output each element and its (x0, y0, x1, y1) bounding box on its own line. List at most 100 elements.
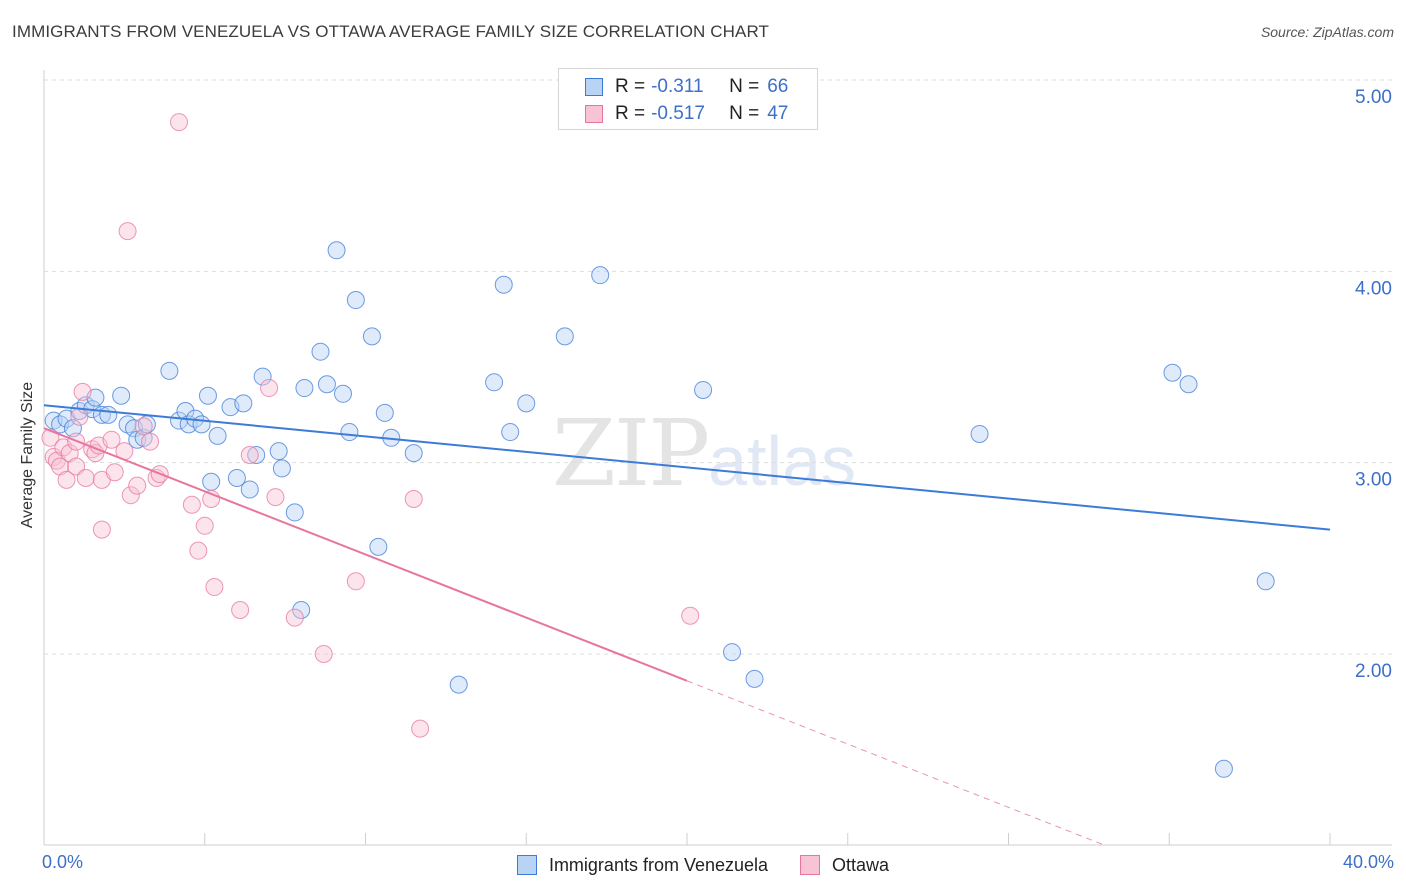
legend-r-label: R = (615, 103, 646, 124)
legend-swatch-pink (800, 855, 821, 875)
venezuela-point (112, 386, 131, 405)
ottawa-point (404, 490, 423, 509)
ottawa-point (314, 645, 333, 663)
ottawa-point (182, 495, 201, 514)
venezuela-point (745, 669, 764, 688)
ottawa-point (240, 446, 259, 465)
legend-r-label: R = (615, 76, 646, 97)
ottawa-point (195, 516, 214, 535)
ottawa-point (57, 470, 76, 489)
venezuela-point (333, 384, 352, 403)
venezuela-point (198, 386, 217, 405)
ottawa-point (346, 572, 365, 591)
legend-row-ottawa: R = -0.517 N = 47 (585, 103, 788, 125)
ottawa-point (70, 407, 89, 426)
ottawa-point (285, 608, 304, 627)
venezuela-point (247, 446, 266, 465)
venezuela-point (494, 275, 513, 294)
ottawa-point (105, 463, 124, 482)
venezuela-point (317, 375, 336, 394)
venezuela-point (253, 367, 272, 386)
ottawa-point (134, 417, 153, 436)
watermark-atlas: atlas (708, 422, 857, 500)
venezuela-point (160, 361, 179, 380)
source-label: Source: ZipAtlas.com (1260, 24, 1394, 40)
venezuela-point (234, 394, 253, 413)
venezuela-point (1179, 375, 1198, 394)
y-axis-label: Average Family Size (19, 381, 36, 529)
legend-swatch-blue (585, 78, 603, 96)
venezuela-trend-line (43, 404, 1331, 531)
legend-item-ottawa: Ottawa (800, 855, 889, 876)
watermark: ZIPatlas (552, 400, 856, 507)
ottawa-point (681, 606, 700, 625)
legend-row-venezuela: R = -0.311 N = 66 (585, 76, 788, 98)
ottawa-point (92, 520, 111, 539)
venezuela-point (311, 342, 330, 361)
venezuela-point (99, 405, 118, 424)
venezuela-point (404, 444, 423, 463)
legend-n-label: N = (729, 103, 760, 124)
y-tick-label: 2.00 (1355, 661, 1392, 682)
venezuela-point (346, 291, 365, 310)
venezuela-point (170, 411, 189, 430)
legend-item-venezuela: Immigrants from Venezuela (516, 854, 769, 876)
ottawa-point (205, 578, 224, 597)
venezuela-point (327, 241, 346, 260)
venezuela-point (292, 600, 311, 619)
venezuela-point (340, 423, 359, 442)
y-tick-label: 4.00 (1355, 278, 1392, 299)
venezuela-point (375, 403, 394, 422)
ottawa-point (121, 486, 140, 505)
venezuela-point (501, 423, 520, 442)
y-tick-label: 3.00 (1355, 470, 1392, 491)
venezuela-point (192, 415, 211, 434)
ottawa-point (189, 541, 208, 560)
ottawa-point (73, 382, 92, 401)
ottawa-point (170, 113, 189, 132)
venezuela-point (208, 426, 227, 445)
venezuela-point (285, 503, 304, 522)
ottawa-point (141, 432, 160, 451)
venezuela-point (517, 394, 536, 413)
venezuela-point (202, 472, 221, 491)
legend-n-label: N = (729, 76, 760, 97)
ottawa-trend-extrapolation (686, 680, 1106, 846)
venezuela-point (369, 537, 388, 556)
ottawa-point (102, 430, 121, 449)
x-tick-label-min: 0.0% (42, 852, 84, 872)
ottawa-point (266, 488, 285, 507)
venezuela-point (1214, 759, 1233, 778)
venezuela-point (269, 442, 288, 461)
venezuela-point (694, 380, 713, 399)
venezuela-point (723, 643, 742, 662)
legend-n-value: 47 (767, 103, 789, 124)
ottawa-point (231, 600, 250, 619)
ottawa-point (67, 457, 86, 476)
legend-label: Immigrants from Venezuela (548, 854, 769, 875)
venezuela-point (227, 468, 246, 487)
watermark-zip: ZIP (552, 400, 710, 507)
chart-title: IMMIGRANTS FROM VENEZUELA VS OTTAWA AVER… (12, 22, 769, 41)
ottawa-point (260, 379, 279, 398)
ottawa-point (118, 222, 137, 241)
venezuela-point (240, 480, 259, 499)
legend-swatch-blue (516, 855, 537, 875)
correlation-legend: R = -0.311 N = 66 R = -0.517 N = 47 (558, 68, 818, 130)
venezuela-point (272, 459, 291, 478)
venezuela-point (591, 266, 610, 285)
legend-swatch-pink (585, 105, 603, 123)
venezuela-point (295, 379, 314, 398)
series-legend: Immigrants from Venezuela Ottawa (0, 852, 1406, 878)
ottawa-point (41, 428, 60, 447)
ottawa-point (128, 476, 147, 495)
venezuela-point (449, 675, 468, 694)
venezuela-point (362, 327, 381, 346)
ottawa-point (411, 719, 430, 738)
ottawa-point (76, 468, 95, 487)
x-tick-label-max: 40.0% (1342, 852, 1394, 872)
legend-r-value: -0.517 (651, 103, 705, 124)
venezuela-point (1256, 572, 1275, 591)
ottawa-trend-line (43, 427, 688, 682)
